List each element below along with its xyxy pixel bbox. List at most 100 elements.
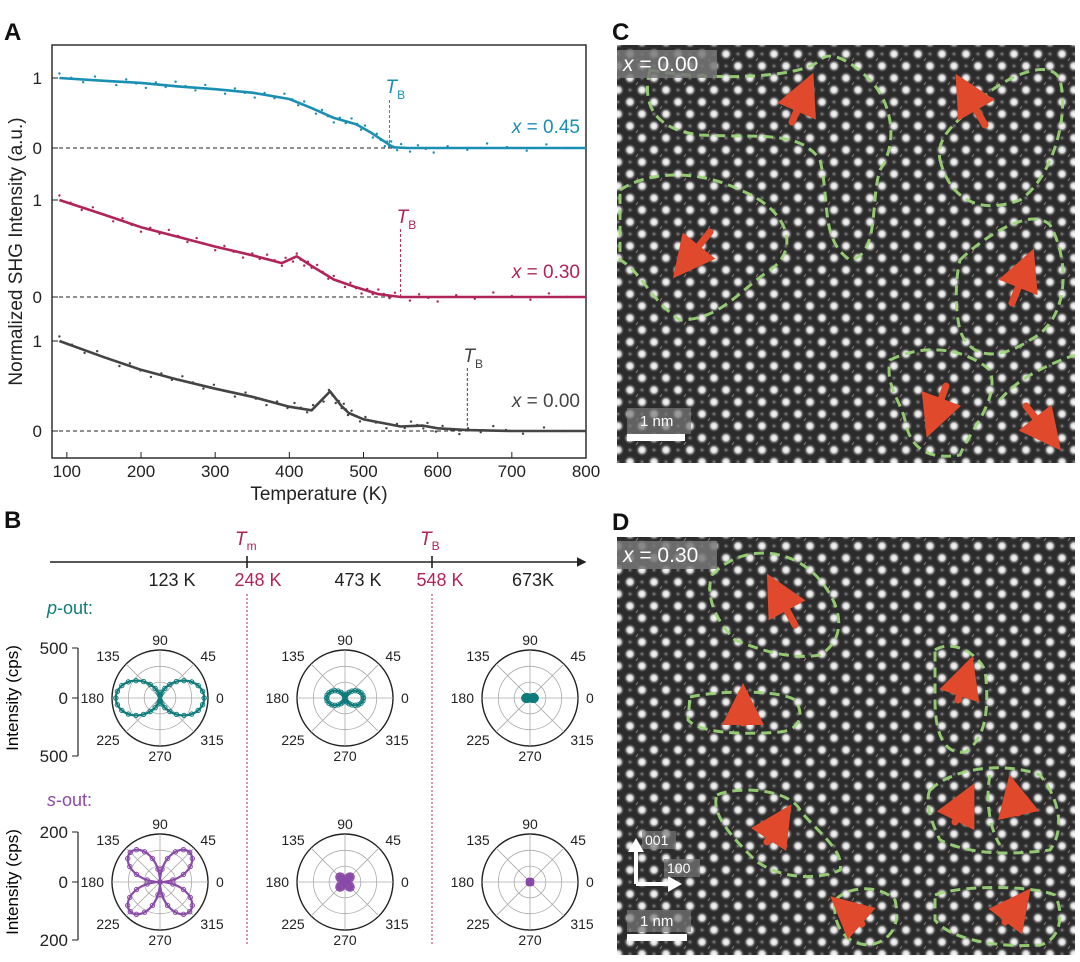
series-point: [332, 121, 335, 124]
series-point: [244, 391, 247, 394]
tm-label: Tm: [235, 529, 257, 553]
series-point: [338, 280, 341, 283]
x-tick-label: 700: [498, 462, 526, 481]
y-tick-label: 0: [33, 422, 42, 441]
polar-data-point: [141, 909, 148, 915]
series-point: [426, 421, 429, 425]
series-point: [359, 128, 363, 131]
polar-data-point: [164, 902, 171, 909]
series-point: [350, 117, 353, 120]
series-point: [91, 206, 95, 209]
series-point: [360, 292, 363, 295]
polarization-arrow: [750, 804, 792, 852]
domain-boundary: [933, 644, 989, 754]
x-tick-label: 500: [349, 462, 377, 481]
scalebar-label: 1 nm: [640, 413, 673, 430]
polar-data-point: [127, 909, 134, 915]
series-point: [158, 232, 161, 235]
series-point: [130, 223, 133, 227]
series-point: [214, 88, 217, 91]
panel-b-polar-plots: 123 K 248 K 473 K 548 K 673K Tm TB p-out: s-out:…: [3, 529, 594, 950]
polar-data-point: [127, 894, 133, 901]
x-tick-label: 400: [275, 462, 303, 481]
y-axis-title: Intensity (cps): [3, 829, 22, 935]
series-point: [297, 104, 300, 107]
polar-angle-label: 225: [96, 916, 120, 932]
series-point: [273, 97, 276, 100]
polar-angle-label: 45: [200, 648, 216, 664]
series-point: [346, 413, 350, 417]
series-point: [430, 426, 433, 429]
series-point: [403, 426, 406, 430]
series-point: [283, 92, 286, 95]
polar-data-point: [326, 700, 332, 706]
polarization-arrow: [830, 896, 876, 940]
polarization-arrow: [988, 888, 1031, 935]
polar-data-point: [352, 702, 358, 708]
tb-label: TB: [397, 207, 417, 232]
polar-data-point: [147, 681, 153, 688]
polar-data-point: [180, 886, 187, 893]
series-point: [566, 295, 569, 299]
series-point: [170, 378, 174, 382]
series-point: [466, 148, 469, 151]
series-point: [350, 409, 353, 412]
series-point: [134, 82, 138, 85]
polar-data-point: [147, 708, 153, 715]
series-point: [529, 298, 532, 301]
polar-data-point: [199, 702, 206, 708]
domain-boundary: [998, 353, 1076, 401]
polar-data-point: [173, 711, 180, 718]
series-point: [521, 432, 525, 435]
composition-label: x = 0.45: [511, 117, 580, 138]
series-point: [204, 83, 207, 87]
polar-data-point: [201, 695, 207, 701]
series-point: [202, 387, 205, 390]
polar-data-point: [360, 698, 366, 704]
series-point: [364, 415, 367, 419]
scalebar-label-box: [627, 408, 691, 434]
polar-angle-label: 0: [586, 874, 594, 890]
series-point: [82, 81, 85, 84]
series-point: [58, 335, 61, 338]
series-point: [299, 406, 302, 409]
series-point: [408, 299, 412, 302]
polar-angle-label: 315: [200, 916, 224, 932]
polar-data-point: [172, 909, 179, 915]
panel-c-stem-image: x = 0.00 1 nm: [617, 45, 1076, 463]
polar-angle-label: 180: [81, 874, 105, 890]
composition-label-box: [617, 50, 717, 78]
polar-angle-label: 180: [266, 690, 290, 706]
x-tick-label: 600: [423, 462, 451, 481]
y-tick-label: 1: [33, 191, 42, 210]
composition-label: x = 0.00: [511, 391, 580, 412]
polar-data-point: [187, 849, 193, 855]
series-point: [485, 142, 489, 145]
series-point: [314, 112, 318, 115]
series-point: [386, 140, 389, 143]
series-point: [383, 145, 386, 148]
polar-data-point: [140, 678, 147, 685]
polar-angle-label: 180: [451, 690, 475, 706]
scalebar: [627, 934, 687, 941]
p-out-polar-curve: [325, 689, 365, 707]
series-point: [317, 402, 320, 405]
series-point: [223, 244, 226, 248]
polar-angle-label: 180: [266, 874, 290, 890]
series-point: [212, 383, 216, 386]
series-point: [315, 263, 319, 267]
panel-d-stem-image: x = 0.30 001 100 1 nm: [617, 537, 1075, 955]
polar-data-point: [352, 688, 358, 694]
polar-data-point: [152, 685, 158, 691]
series-point: [337, 399, 340, 403]
series-point: [382, 292, 386, 296]
domain-boundary: [708, 551, 841, 658]
series-point: [195, 236, 198, 240]
tb-label: TB: [385, 77, 405, 102]
polar-data-point: [345, 879, 351, 886]
polarization-arrow: [939, 656, 980, 704]
y-tick-label: 0: [33, 139, 42, 158]
series-point: [371, 136, 375, 139]
polar-data-point: [332, 702, 338, 708]
polar-data-point: [187, 909, 193, 915]
